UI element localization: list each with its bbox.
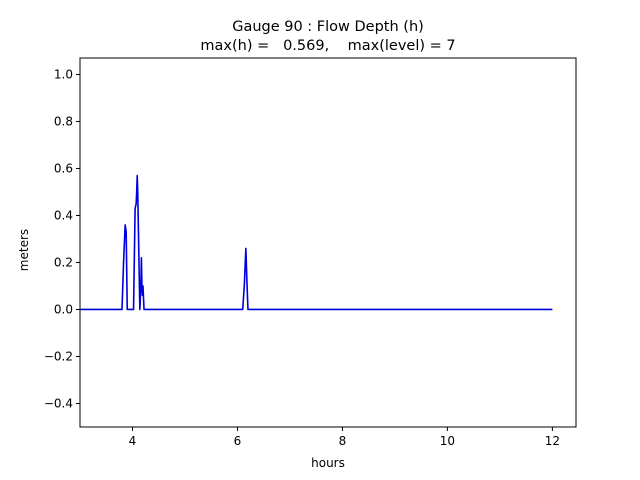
chart-title-line2: max(h) = 0.569, max(level) = 7 (200, 38, 455, 54)
x-tick-label-2: 8 (339, 434, 347, 448)
x-axis-label: hours (311, 456, 345, 470)
x-tick-label-1: 6 (234, 434, 242, 448)
y-tick-label-4: 0.4 (54, 208, 73, 222)
y-tick-label-6: 0.8 (54, 114, 73, 128)
y-tick-label-2: 0.0 (54, 302, 73, 316)
x-tick-label-3: 10 (440, 434, 455, 448)
y-tick-label-0: −0.4 (44, 396, 73, 410)
chart-title-line1: Gauge 90 : Flow Depth (h) (232, 19, 424, 35)
y-axis-label: meters (17, 229, 31, 271)
y-tick-label-5: 0.6 (54, 161, 73, 175)
x-tick-label-0: 4 (129, 434, 137, 448)
y-tick-label-1: −0.2 (44, 349, 73, 363)
x-tick-label-4: 12 (545, 434, 560, 448)
plot-frame (79, 57, 577, 428)
y-tick-label-7: 1.0 (54, 67, 73, 81)
plot-area: 4 6 8 10 12 −0.4 −0.2 0.0 0.2 0.4 0.6 0.8 1.0 (44, 57, 577, 448)
series-line-0 (80, 174, 553, 311)
y-tick-label-3: 0.2 (54, 255, 73, 269)
